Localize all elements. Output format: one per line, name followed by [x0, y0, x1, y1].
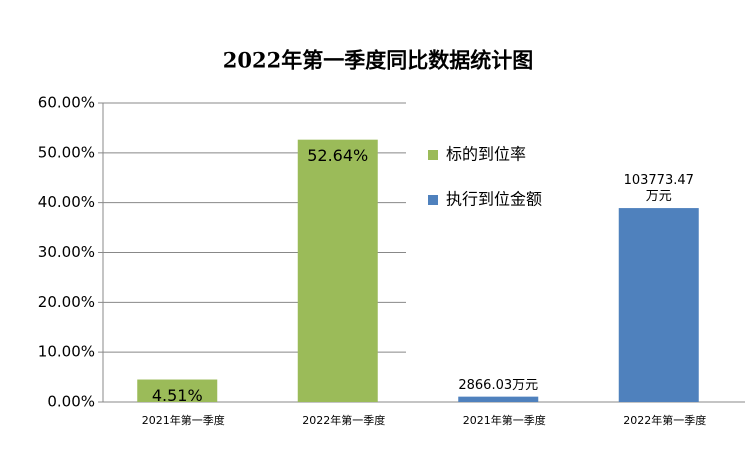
y-tick-label: 20.00% [38, 293, 95, 311]
y-tick-label: 40.00% [38, 193, 95, 211]
data-label: 52.64% [307, 146, 368, 165]
chart-title: 2022年第一季度同比数据统计图 [223, 48, 533, 73]
legend-label: 执行到位金额 [446, 190, 542, 209]
y-tick-label: 50.00% [38, 143, 95, 161]
data-label: 4.51% [152, 386, 203, 405]
bar [137, 379, 218, 402]
x-tick-label: 2022年第一季度 [623, 413, 706, 427]
bar [297, 139, 378, 402]
bar [618, 208, 699, 402]
data-label: 103773.47万元 [623, 173, 694, 205]
y-tick-label: 60.00% [38, 94, 95, 112]
y-tick-label: 30.00% [38, 243, 95, 261]
legend-swatch [428, 195, 438, 205]
x-tick-label: 2021年第一季度 [463, 413, 546, 427]
x-tick-label: 2021年第一季度 [142, 413, 225, 427]
y-tick-label: 0.00% [47, 393, 95, 411]
bar [458, 396, 539, 402]
data-label: 2866.03万元 [458, 377, 539, 393]
y-tick-label: 10.00% [38, 343, 95, 361]
x-tick-label: 2022年第一季度 [302, 413, 385, 427]
legend-label: 标的到位率 [446, 145, 526, 164]
legend-swatch [428, 150, 438, 160]
